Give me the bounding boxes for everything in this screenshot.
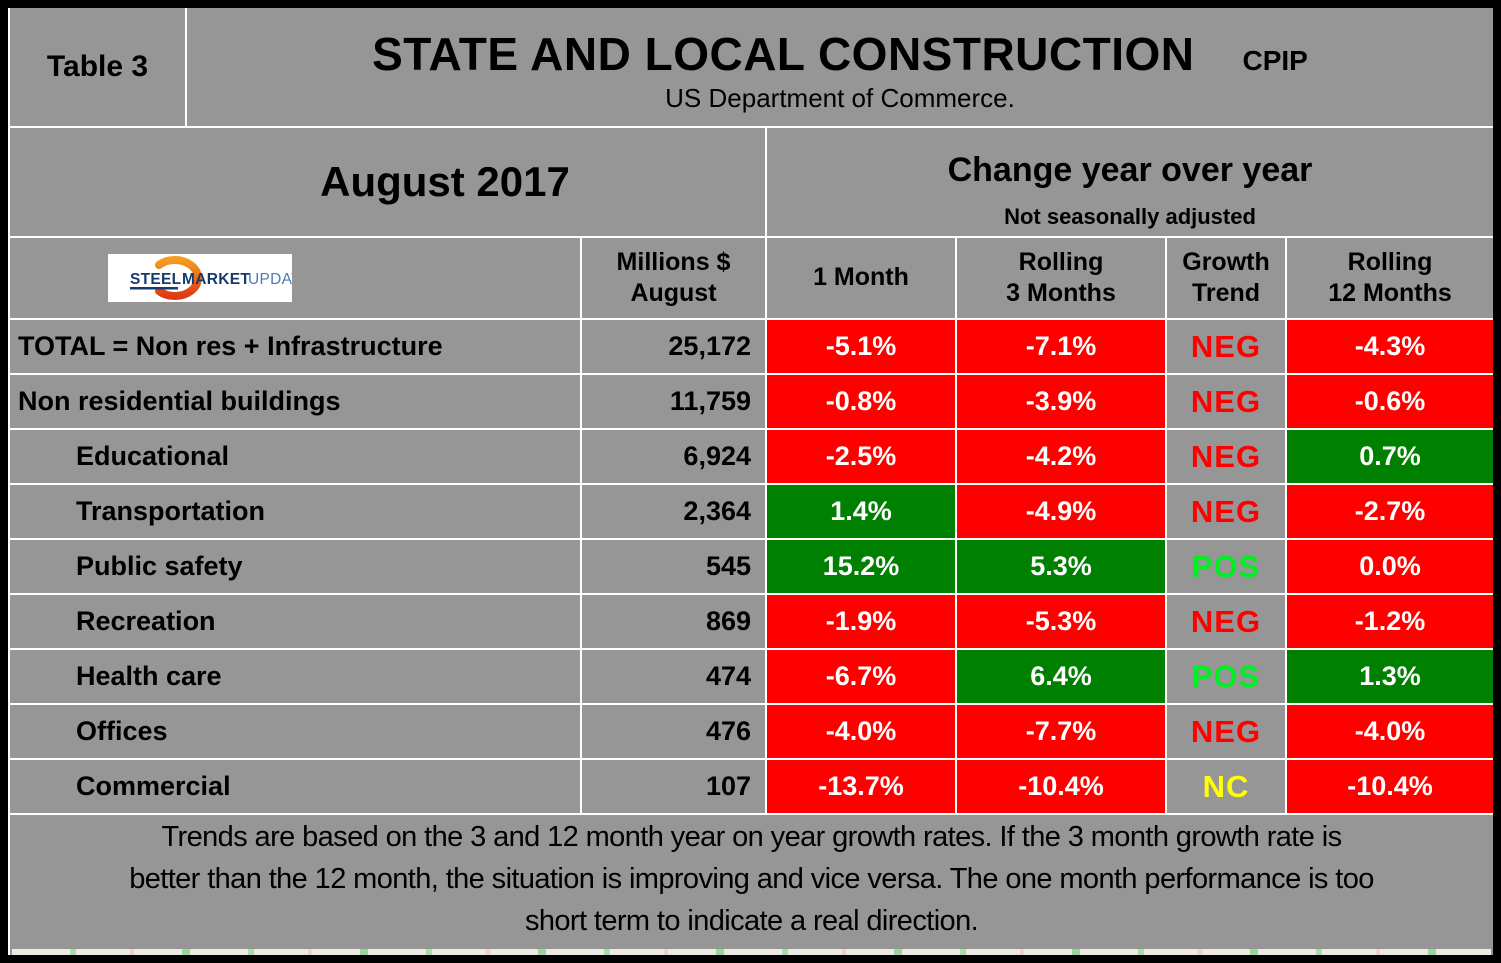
data-table: STEEL MARKET UPDATE Millions $August 1 M… [10,238,1493,815]
col-header-millions: Millions $ August [582,238,765,318]
row-1-month-cell: -6.7% [767,650,955,703]
row-category-label: Recreation [10,595,580,648]
row-category-label: Commercial [10,760,580,813]
row-category-label: Non residential buildings [10,375,580,428]
row-millions-value: 6,924 [582,430,765,483]
title-band: Table 3 STATE AND LOCAL CONSTRUCTION CPI… [10,8,1493,128]
logo-graphic: STEEL MARKET UPDATE [130,256,292,300]
row-1-month-cell: -2.5% [767,430,955,483]
table-frame: Table 3 STATE AND LOCAL CONSTRUCTION CPI… [8,8,1493,955]
row-millions-value: 474 [582,650,765,703]
next-row-sliver [12,949,1491,955]
title-cell: STATE AND LOCAL CONSTRUCTION CPIP US Dep… [187,8,1493,126]
row-rolling-3-months-cell: -7.7% [957,705,1165,758]
row-growth-trend-cell: NEG [1167,485,1285,538]
period-band: August 2017 Change year over year Not se… [10,128,1493,238]
month-header: August 2017 [10,128,767,236]
row-growth-trend-cell: NEG [1167,595,1285,648]
row-millions-value: 2,364 [582,485,765,538]
col-header-growth-trend: Growth Trend [1167,238,1285,318]
col-header-rolling-3-months: Rolling 3 Months [957,238,1165,318]
row-rolling-12-months-cell: -4.0% [1287,705,1493,758]
logo-word-steel: STEEL [130,271,181,288]
row-rolling-12-months-cell: -2.7% [1287,485,1493,538]
row-1-month-cell: -1.9% [767,595,955,648]
logo-cell: STEEL MARKET UPDATE [10,238,580,318]
row-rolling-3-months-cell: 5.3% [957,540,1165,593]
trend-footnote: Trends are based on the 3 and 12 month y… [10,815,1493,943]
row-1-month-cell: -13.7% [767,760,955,813]
row-millions-value: 107 [582,760,765,813]
source-subtitle: US Department of Commerce. [665,82,1015,113]
row-millions-value: 869 [582,595,765,648]
table-number-label: Table 3 [10,8,187,126]
row-rolling-12-months-cell: 0.7% [1287,430,1493,483]
row-rolling-12-months-cell: -1.2% [1287,595,1493,648]
row-category-label: Educational [10,430,580,483]
logo-crescent-icon [155,256,202,300]
row-rolling-12-months-cell: 1.3% [1287,650,1493,703]
row-rolling-12-months-cell: -4.3% [1287,320,1493,373]
logo-word-market: MARKET [182,271,250,288]
row-rolling-12-months-cell: 0.0% [1287,540,1493,593]
row-rolling-3-months-cell: -7.1% [957,320,1165,373]
col-header-1-month: 1 Month [767,238,955,318]
row-1-month-cell: -4.0% [767,705,955,758]
row-rolling-3-months-cell: -5.3% [957,595,1165,648]
row-growth-trend-cell: POS [1167,650,1285,703]
row-1-month-cell: 15.2% [767,540,955,593]
change-header-cell: Change year over year Not seasonally adj… [767,128,1493,236]
footnote-line-3: short term to indicate a real direction. [524,905,979,937]
col-header-rolling-12-months: Rolling 12 Months [1287,238,1493,318]
footnote-line-1: Trends are based on the 3 and 12 month y… [161,821,1343,853]
row-millions-value: 545 [582,540,765,593]
change-title: Change year over year [947,151,1313,189]
row-category-label: Public safety [10,540,580,593]
row-growth-trend-cell: POS [1167,540,1285,593]
logo-underline [130,287,178,290]
row-category-label: Offices [10,705,580,758]
row-millions-value: 476 [582,705,765,758]
row-growth-trend-cell: NEG [1167,705,1285,758]
logo-word-update: UPDATE [248,271,292,288]
row-1-month-cell: -0.8% [767,375,955,428]
row-growth-trend-cell: NEG [1167,375,1285,428]
row-rolling-3-months-cell: -4.2% [957,430,1165,483]
row-rolling-3-months-cell: 6.4% [957,650,1165,703]
cpip-code: CPIP [1242,44,1308,76]
page-title: STATE AND LOCAL CONSTRUCTION [372,27,1195,80]
row-category-label: Health care [10,650,580,703]
row-category-label: TOTAL = Non res + Infrastructure [10,320,580,373]
row-rolling-3-months-cell: -10.4% [957,760,1165,813]
row-rolling-12-months-cell: -10.4% [1287,760,1493,813]
row-category-label: Transportation [10,485,580,538]
steel-market-update-logo: STEEL MARKET UPDATE [108,254,292,302]
row-millions-value: 25,172 [582,320,765,373]
row-1-month-cell: -5.1% [767,320,955,373]
footnote-line-2: better than the 12 month, the situation … [129,863,1374,895]
nsa-subtitle: Not seasonally adjusted [1004,204,1256,229]
row-growth-trend-cell: NC [1167,760,1285,813]
row-rolling-12-months-cell: -0.6% [1287,375,1493,428]
row-millions-value: 11,759 [582,375,765,428]
row-1-month-cell: 1.4% [767,485,955,538]
row-rolling-3-months-cell: -4.9% [957,485,1165,538]
row-rolling-3-months-cell: -3.9% [957,375,1165,428]
row-growth-trend-cell: NEG [1167,430,1285,483]
row-growth-trend-cell: NEG [1167,320,1285,373]
